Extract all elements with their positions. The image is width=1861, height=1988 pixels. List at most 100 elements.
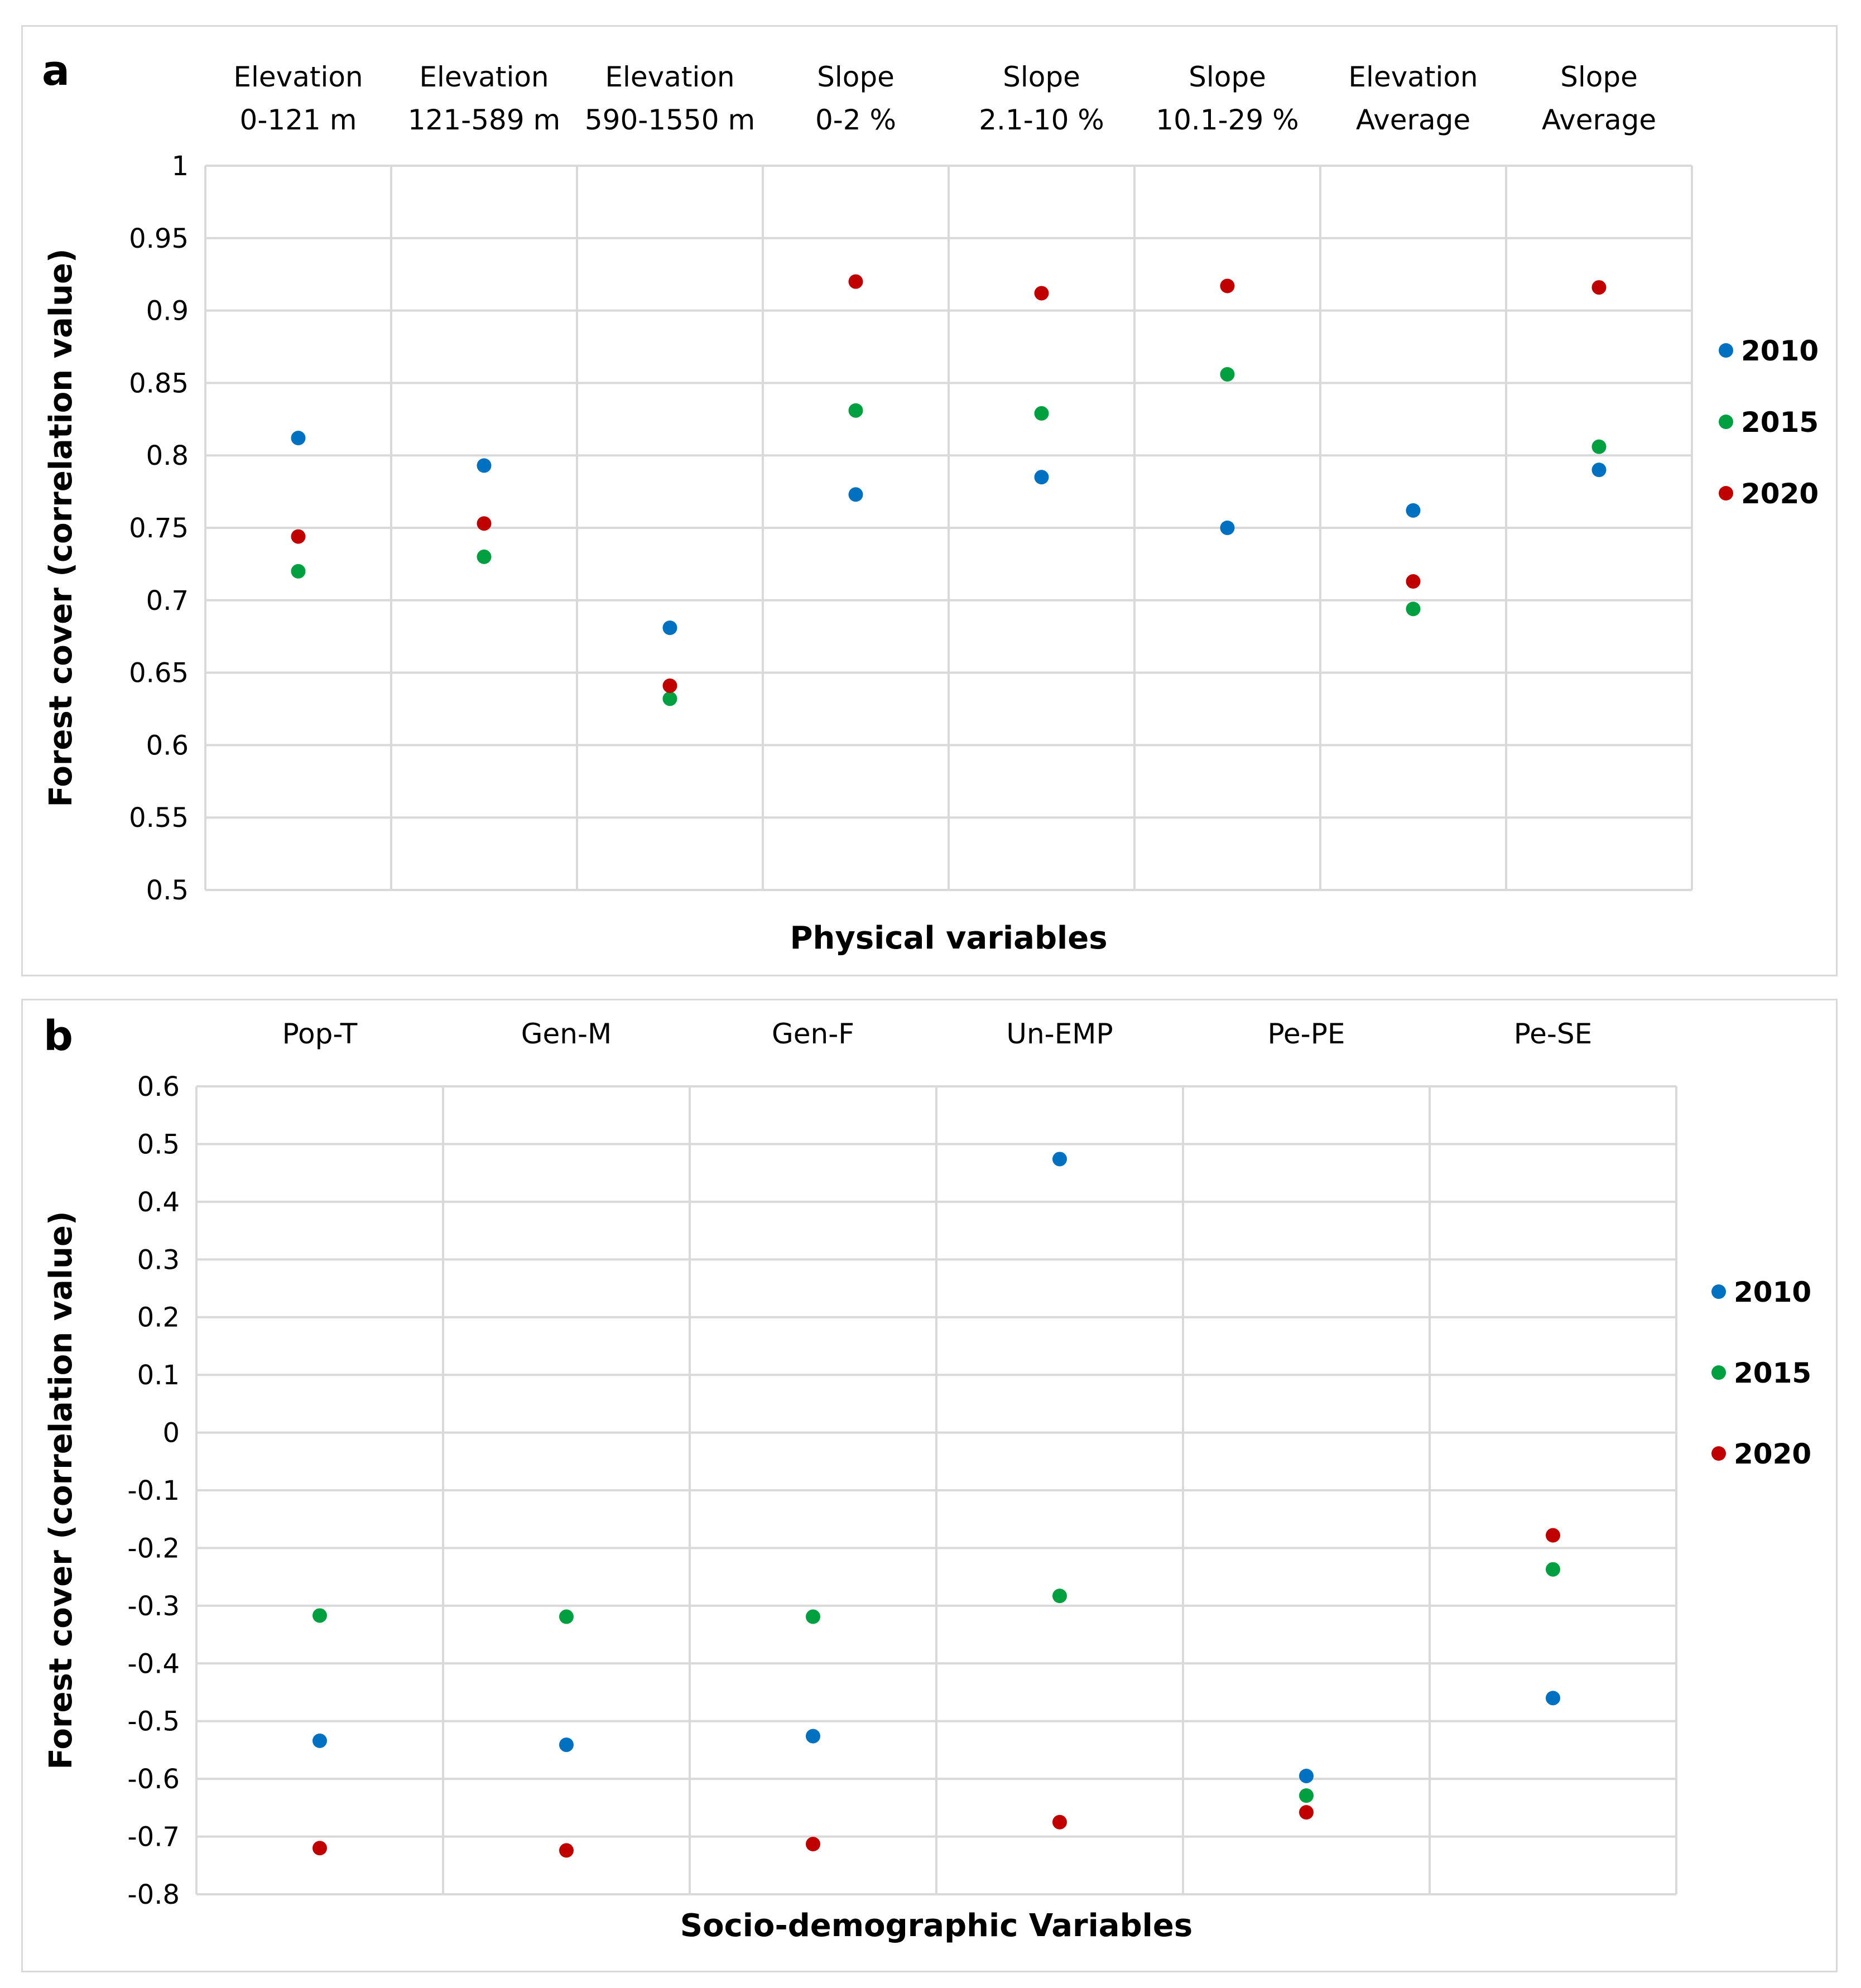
pb-point-2020 bbox=[1052, 1814, 1067, 1830]
pb-point-2020 bbox=[1546, 1528, 1560, 1543]
pa-legend-label-2010: 2010 bbox=[1741, 335, 1819, 367]
pa-category-label: Average bbox=[1356, 104, 1470, 136]
chart-a: 1 0.95 0.9 0.85 0.8 0.75 0.7 0.65 0.6 0.55 0.5 Elev… bbox=[42, 47, 1819, 956]
pa-y-tick-label: 0.85 bbox=[129, 368, 189, 399]
pa-category-label: 590-1550 m bbox=[585, 104, 755, 136]
pa-category-label: Elevation bbox=[419, 61, 549, 93]
pa-point-2010 bbox=[1220, 521, 1235, 535]
pa-point-2010 bbox=[291, 431, 306, 446]
pb-point-2020 bbox=[806, 1837, 820, 1852]
pa-y-tick-label: 0.75 bbox=[129, 513, 189, 544]
pa-category-label: Elevation bbox=[1348, 61, 1478, 93]
pb-point-2010 bbox=[559, 1737, 574, 1753]
pa-y-tick-label: 0.7 bbox=[146, 585, 189, 617]
pa-category-label: Slope bbox=[817, 61, 895, 93]
pa-y-tick-label: 1 bbox=[171, 151, 189, 182]
pb-category-label: Gen-M bbox=[521, 1018, 612, 1050]
pa-category-label: Average bbox=[1542, 104, 1656, 136]
pa-y-tick-label: 0.55 bbox=[129, 802, 189, 834]
pa-category-label: Slope bbox=[1189, 61, 1266, 93]
pb-y-tick-label: -0.8 bbox=[127, 1879, 180, 1910]
pb-y-axis-title: Forest cover (correlation value) bbox=[43, 1211, 79, 1769]
pb-legend-label-2020: 2020 bbox=[1734, 1438, 1811, 1470]
pa-point-2020 bbox=[1034, 286, 1049, 301]
pb-panel-letter: b bbox=[44, 1012, 73, 1060]
pb-y-tick-label: 0.5 bbox=[137, 1129, 180, 1160]
pa-point-2010 bbox=[662, 620, 677, 636]
pa-legend-label-2020: 2020 bbox=[1741, 478, 1819, 510]
pa-legend-marker-2015 bbox=[1719, 415, 1733, 429]
pa-category-label: Slope bbox=[1003, 61, 1080, 93]
pa-category-label: Elevation bbox=[605, 61, 734, 93]
pa-category-label: 121-589 m bbox=[408, 104, 561, 136]
pa-point-2010 bbox=[477, 458, 492, 473]
pb-y-tick-label: 0.4 bbox=[137, 1187, 180, 1218]
pb-point-2010 bbox=[806, 1729, 820, 1744]
pb-point-2020 bbox=[312, 1841, 327, 1856]
pb-x-axis-title: Socio-demographic Variables bbox=[680, 1908, 1192, 1944]
pa-category-label: 2.1-10 % bbox=[979, 104, 1104, 136]
pa-category-label: 0-121 m bbox=[240, 104, 357, 136]
pb-point-2015 bbox=[1299, 1788, 1314, 1803]
pb-category-label: Un-EMP bbox=[1006, 1018, 1113, 1050]
pb-point-2015 bbox=[559, 1609, 574, 1624]
pa-category-label: Elevation bbox=[233, 61, 363, 93]
pa-point-2010 bbox=[1034, 470, 1049, 485]
pb-y-tick-label: -0.2 bbox=[127, 1533, 180, 1564]
pb-legend-label-2010: 2010 bbox=[1734, 1276, 1811, 1308]
pa-category-label: 0-2 % bbox=[815, 104, 896, 136]
pb-legend-marker-2010 bbox=[1711, 1284, 1726, 1299]
pb-point-2015 bbox=[1546, 1562, 1560, 1577]
pa-y-tick-label: 0.8 bbox=[146, 440, 189, 471]
pa-category-label: Slope bbox=[1560, 61, 1638, 93]
pa-point-2020 bbox=[1591, 280, 1607, 295]
pa-point-2020 bbox=[848, 274, 863, 289]
pa-point-2010 bbox=[1591, 463, 1607, 478]
pa-point-2010 bbox=[848, 487, 863, 502]
pb-point-2010 bbox=[1546, 1691, 1560, 1706]
pa-point-2015 bbox=[1220, 367, 1235, 382]
pa-y-axis-title: Forest cover (correlation value) bbox=[43, 248, 79, 807]
pb-y-tick-label: -0.4 bbox=[127, 1648, 180, 1679]
pa-point-2020 bbox=[662, 678, 677, 693]
pb-y-tick-label: 0.2 bbox=[137, 1302, 180, 1334]
chart-b: 0.6 0.5 0.4 0.3 0.2 0.1 0 -0.1 -0.2 -0.3 -0.4 -0.5 -… bbox=[43, 1012, 1811, 1944]
pa-point-2020 bbox=[477, 516, 492, 531]
pb-y-tick-label: 0 bbox=[162, 1418, 180, 1449]
pb-y-tick-label: -0.5 bbox=[127, 1706, 180, 1737]
pa-point-2015 bbox=[1591, 439, 1607, 454]
pb-point-2020 bbox=[559, 1843, 574, 1858]
pb-legend-label-2015: 2015 bbox=[1734, 1357, 1811, 1389]
pa-point-2015 bbox=[477, 549, 492, 564]
pa-point-2010 bbox=[1406, 503, 1421, 518]
pb-point-2015 bbox=[1052, 1589, 1067, 1604]
pb-point-2015 bbox=[312, 1608, 327, 1623]
pb-point-2010 bbox=[1299, 1768, 1314, 1783]
pa-point-2020 bbox=[1220, 278, 1235, 293]
pb-category-label: Pe-PE bbox=[1268, 1018, 1345, 1050]
pb-legend-marker-2015 bbox=[1711, 1365, 1726, 1380]
pb-y-tick-label: -0.6 bbox=[127, 1764, 180, 1795]
pb-point-2015 bbox=[806, 1609, 820, 1624]
pb-y-tick-label: -0.3 bbox=[127, 1591, 180, 1622]
pa-point-2015 bbox=[662, 691, 677, 706]
pa-panel-letter: a bbox=[42, 47, 70, 95]
pb-y-tick-label: -0.7 bbox=[127, 1822, 180, 1853]
pa-legend-marker-2020 bbox=[1719, 486, 1733, 500]
pa-point-2015 bbox=[1406, 601, 1421, 617]
pb-y-tick-label: 0.3 bbox=[137, 1244, 180, 1275]
pa-category-label: 10.1-29 % bbox=[1156, 104, 1299, 136]
pb-y-tick-label: 0.6 bbox=[137, 1071, 180, 1103]
pb-category-label: Pe-SE bbox=[1514, 1018, 1593, 1050]
pa-y-tick-label: 0.6 bbox=[146, 730, 189, 761]
pa-point-2015 bbox=[848, 403, 863, 418]
pa-y-tick-label: 0.65 bbox=[129, 658, 189, 689]
pb-point-2010 bbox=[312, 1733, 327, 1748]
pb-category-label: Gen-F bbox=[772, 1018, 854, 1050]
pb-point-2020 bbox=[1299, 1805, 1314, 1820]
pa-y-tick-label: 0.95 bbox=[129, 223, 189, 254]
pa-y-tick-label: 0.9 bbox=[146, 296, 189, 327]
pa-legend-label-2015: 2015 bbox=[1741, 406, 1819, 439]
pa-point-2020 bbox=[291, 529, 306, 544]
pb-y-tick-label: -0.1 bbox=[127, 1475, 180, 1506]
